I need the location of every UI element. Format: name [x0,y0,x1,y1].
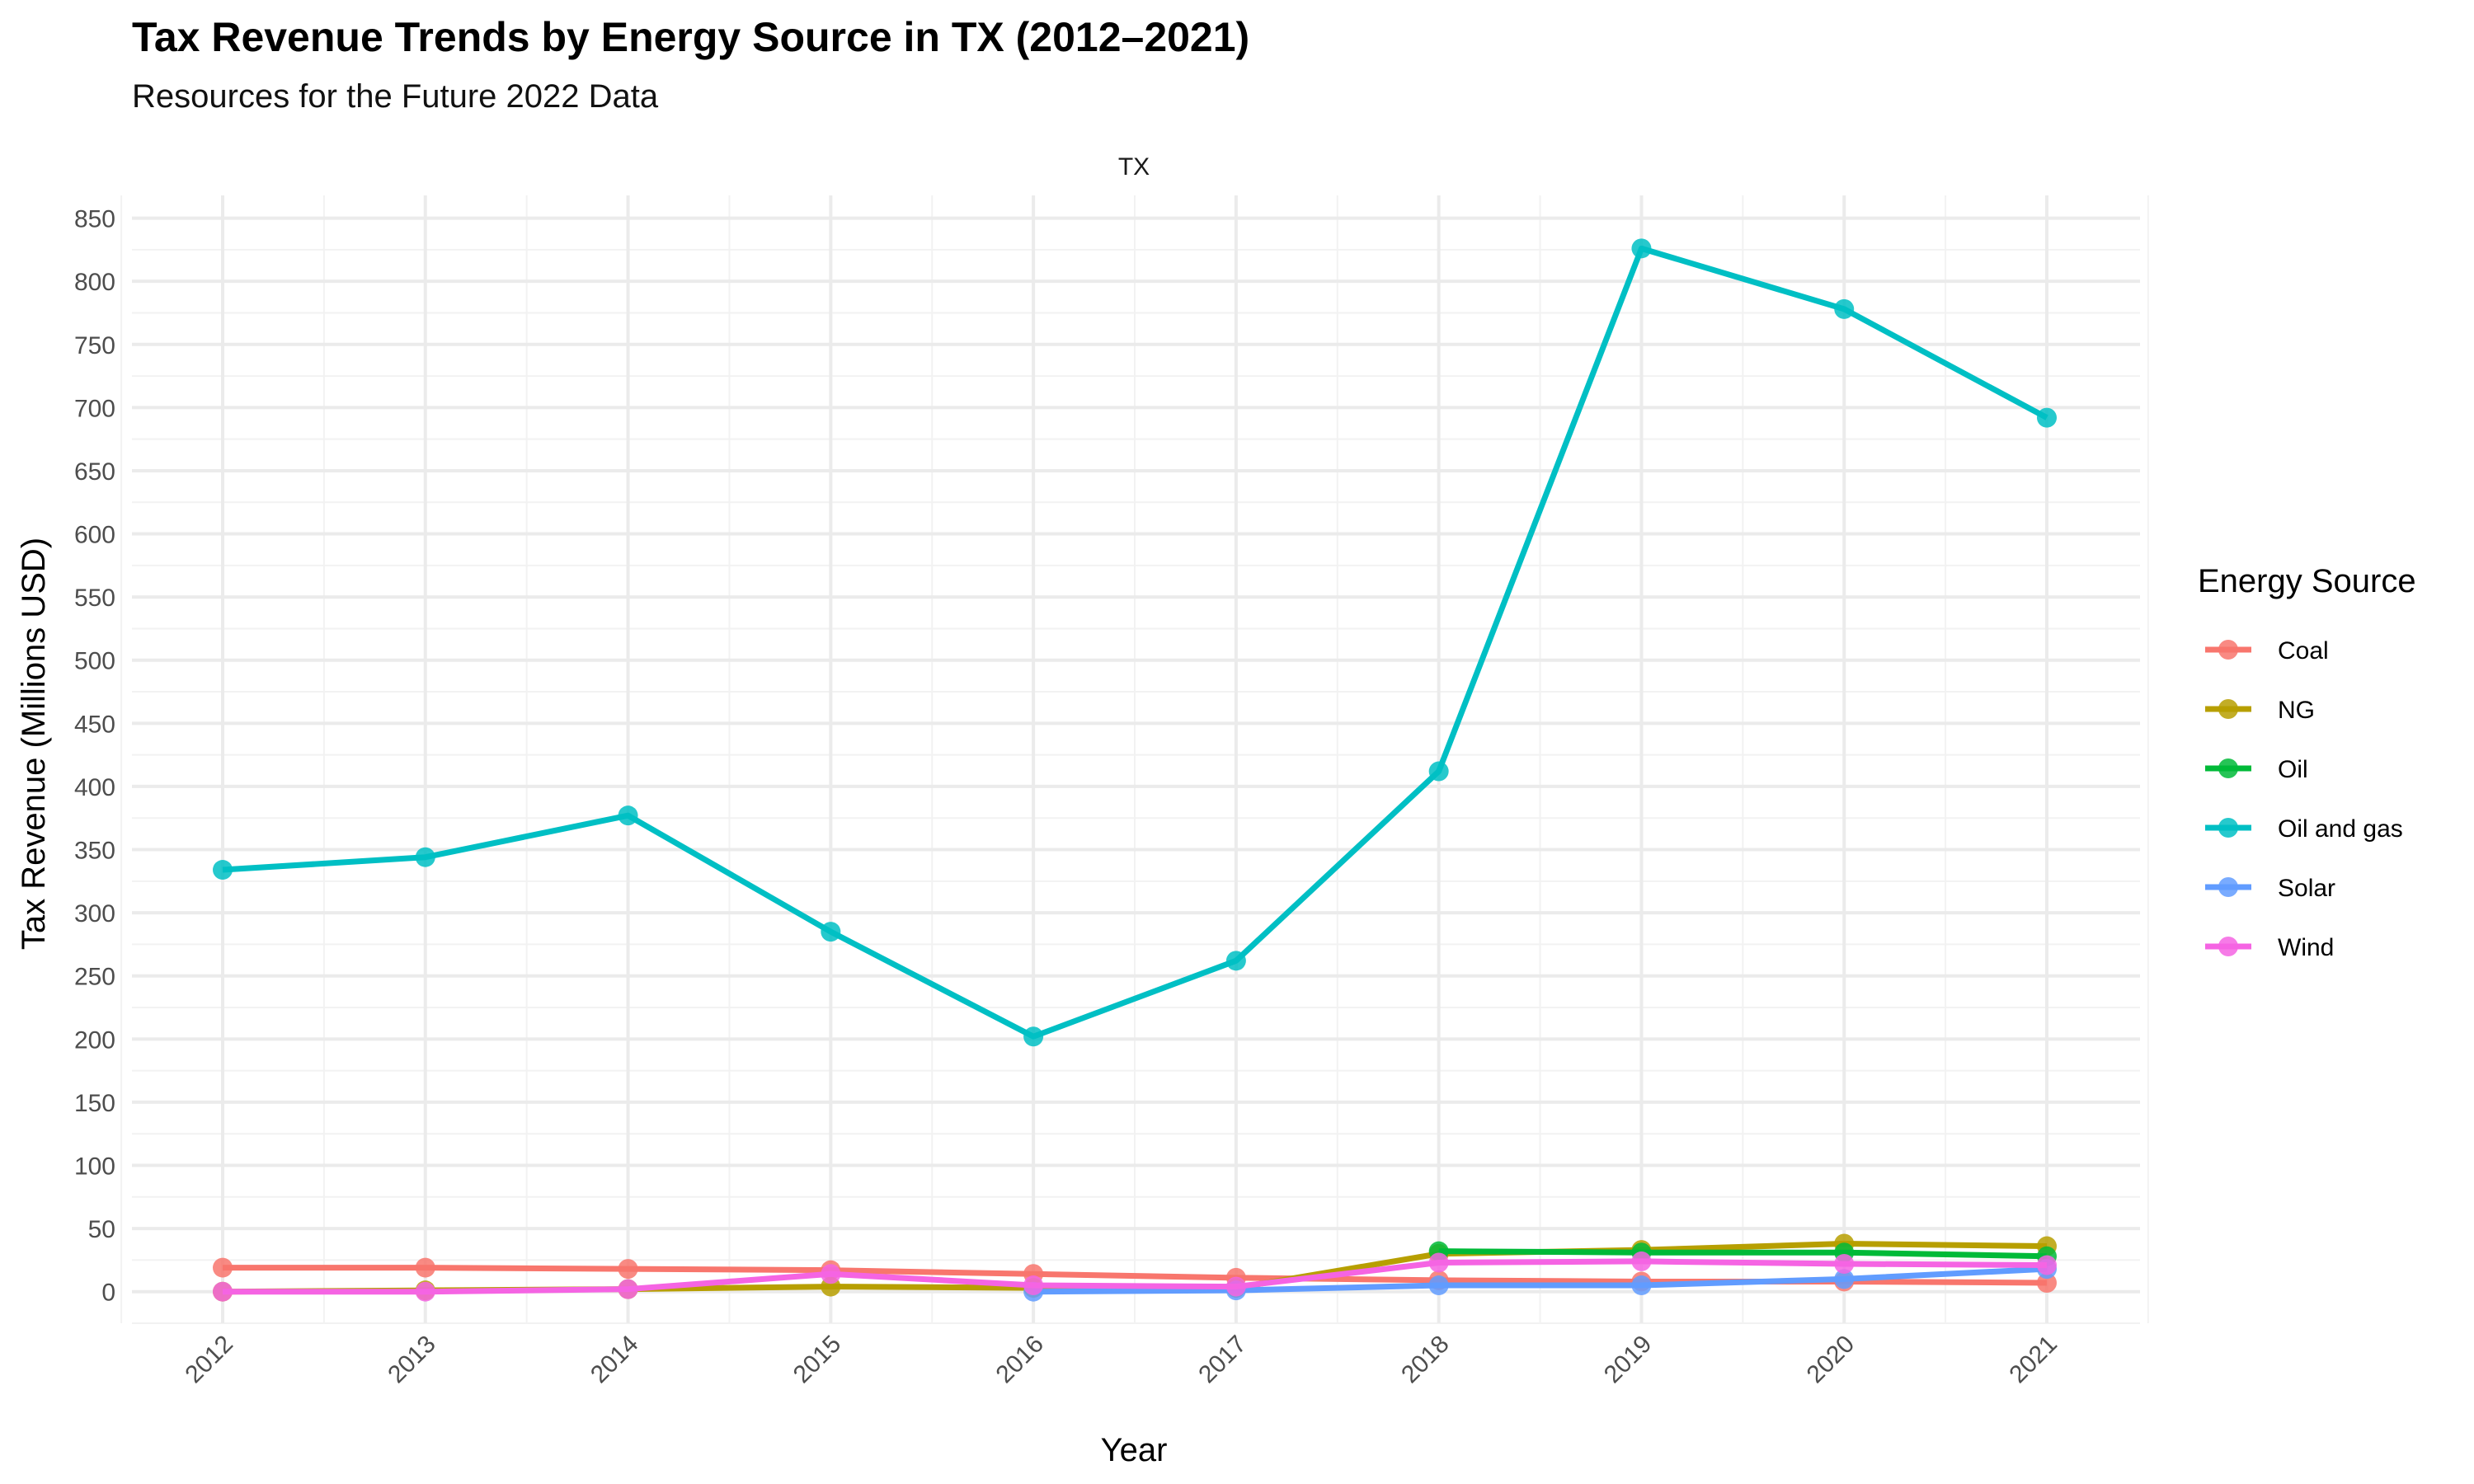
data-point-wind [1428,1252,1449,1273]
data-point-oil-and-gas [1631,238,1652,259]
y-tick-label: 0 [101,1280,115,1307]
data-point-oil-and-gas [415,847,435,867]
x-tick-label: 2019 [1599,1331,1658,1389]
legend-item-coal: Coal [2205,637,2329,665]
data-point-oil-and-gas [1428,761,1449,782]
x-tick-label: 2020 [1802,1331,1860,1389]
x-tick-label: 2012 [180,1331,238,1389]
series-oil-and-gas [213,238,2057,1047]
y-tick-label: 250 [74,964,115,991]
data-point-wind [618,1279,638,1299]
legend-label-ng: NG [2278,697,2315,724]
legend-item-oil: Oil [2205,756,2308,783]
y-tick-label: 100 [74,1153,115,1181]
y-tick-label: 450 [74,711,115,738]
legend-key-point-wind [2218,937,2238,956]
chart-title: Tax Revenue Trends by Energy Source in T… [132,14,1249,60]
y-tick-label: 200 [74,1026,115,1054]
legend: Coal NG Oil Oil and gas Solar Wind [2205,637,2403,961]
legend-label-oil: Oil [2278,756,2308,783]
y-axis-ticks: 0 50 100 150 200 250 300 350 400 450 500 550 600 650 7… [74,206,115,1307]
y-tick-label: 800 [74,269,115,296]
legend-item-solar: Solar [2205,875,2335,902]
legend-label-wind: Wind [2278,934,2334,961]
legend-key-point-solar [2218,877,2238,897]
y-tick-label: 350 [74,838,115,865]
data-point-wind [415,1281,435,1302]
x-axis-ticks: 2012 2013 2014 2015 2016 2017 2018 2019 2020 2021 [180,1331,2062,1389]
y-tick-label: 50 [88,1216,115,1243]
x-tick-label: 2013 [383,1331,441,1389]
data-point-coal [213,1257,233,1278]
data-point-coal [415,1257,435,1278]
legend-item-ng: NG [2205,697,2315,724]
legend-key-point-oil [2218,758,2238,778]
legend-label-oil-and-gas: Oil and gas [2278,815,2403,843]
legend-label-coal: Coal [2278,637,2329,665]
x-tick-label: 2021 [2004,1331,2062,1389]
legend-key-point-ng [2218,699,2238,719]
data-point-wind [2037,1255,2057,1275]
y-tick-label: 300 [74,900,115,928]
data-point-oil-and-gas [2037,407,2057,428]
data-point-wind [1834,1254,1855,1274]
x-axis-title: Year [1101,1432,1168,1468]
y-tick-label: 750 [74,332,115,359]
x-tick-label: 2015 [788,1331,847,1389]
data-point-solar [1631,1275,1652,1296]
data-point-oil-and-gas [1023,1026,1044,1047]
x-tick-label: 2017 [1193,1331,1252,1389]
series-line-oil [1438,1248,2048,1260]
series-layer [213,238,2057,1302]
series-line-wind [223,1258,2048,1295]
data-point-oil-and-gas [1225,951,1246,971]
y-tick-label: 850 [74,206,115,233]
data-point-coal [618,1259,638,1280]
x-tick-label: 2018 [1396,1331,1455,1389]
y-tick-label: 150 [74,1090,115,1117]
facet-strip-label: TX [1118,153,1150,181]
data-point-solar [1428,1275,1449,1296]
legend-key-point-coal [2218,640,2238,660]
data-point-coal [2037,1272,2057,1293]
data-point-wind [1023,1275,1044,1296]
x-tick-label: 2016 [991,1331,1050,1389]
series-wind [213,1251,2057,1302]
data-point-oil-and-gas [1834,298,1855,319]
data-point-wind [213,1281,233,1302]
legend-key-point-oil-and-gas [2218,818,2238,838]
data-point-wind [821,1264,841,1284]
gridlines [120,195,2149,1324]
legend-item-oil-and-gas: Oil and gas [2205,815,2403,843]
data-point-solar [1834,1269,1855,1289]
legend-title: Energy Source [2198,563,2416,599]
series-line-solar [1033,1266,2048,1295]
y-tick-label: 400 [74,774,115,801]
y-tick-label: 700 [74,395,115,422]
y-tick-label: 600 [74,522,115,549]
y-tick-label: 500 [74,648,115,675]
x-tick-label: 2014 [586,1331,644,1389]
data-point-oil-and-gas [213,860,233,881]
data-point-oil-and-gas [821,922,841,942]
data-point-wind [1225,1276,1246,1297]
data-point-wind [1631,1251,1652,1271]
y-axis-title: Tax Revenue (Millions USD) [16,538,52,950]
y-tick-label: 550 [74,585,115,612]
data-point-oil-and-gas [618,805,638,826]
legend-item-wind: Wind [2205,934,2334,961]
series-line-oil-and-gas [222,245,2048,1040]
legend-label-solar: Solar [2278,875,2335,902]
y-tick-label: 650 [74,458,115,486]
chart-subtitle: Resources for the Future 2022 Data [132,78,659,115]
